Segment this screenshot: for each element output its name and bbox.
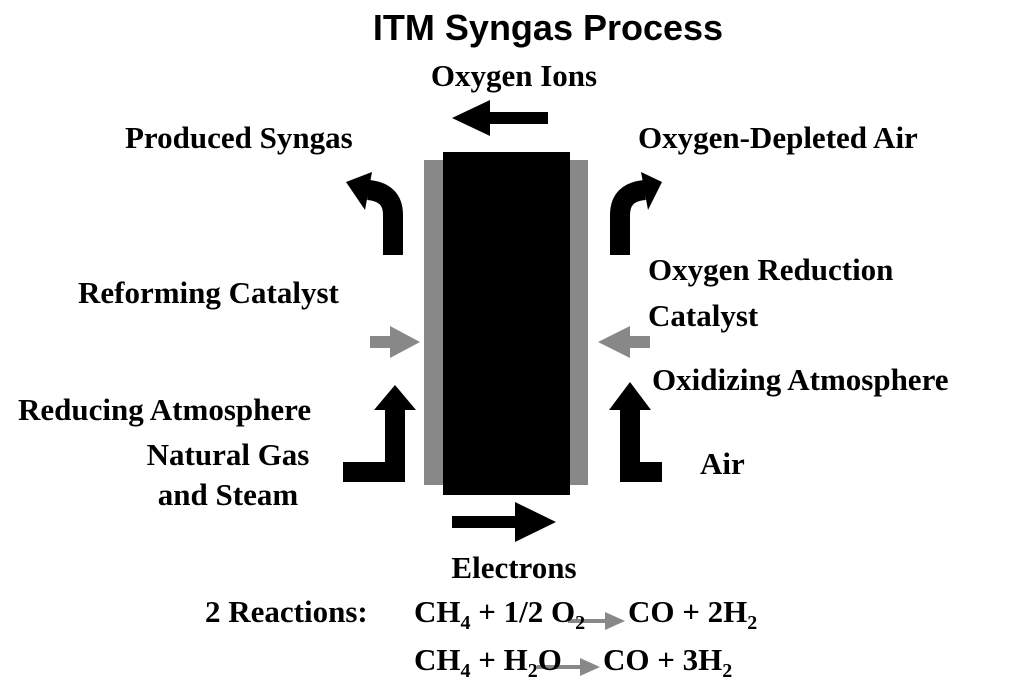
- formula-part: + H: [471, 642, 528, 677]
- label: Produced Syngas: [125, 120, 353, 155]
- label: Air: [700, 446, 745, 481]
- equation-lhs: CH4 + 1/2 O2: [414, 594, 585, 634]
- oxygen-ions-arrow: [452, 100, 548, 136]
- reaction-arrow: [537, 658, 600, 676]
- formula-part: CH: [414, 642, 461, 677]
- formula-part: + 1/2 O: [471, 594, 576, 629]
- reaction-arrow: [568, 612, 625, 630]
- label: Reforming Catalyst: [78, 275, 340, 310]
- subscript: 2: [575, 612, 585, 634]
- formula-part: CH: [414, 594, 461, 629]
- label: Catalyst: [648, 298, 759, 333]
- formula-part: CO + 2H: [628, 594, 747, 629]
- subscript: 2: [747, 612, 757, 634]
- label: Natural Gas: [147, 437, 310, 472]
- subscript: 2: [528, 660, 538, 682]
- depleted-air-arrow: [610, 180, 647, 255]
- electrons-arrow: [452, 502, 556, 542]
- membrane: [443, 152, 570, 495]
- anode-catalyst-layer: [424, 160, 444, 485]
- label: and Steam: [158, 477, 299, 512]
- formula-part: O: [538, 642, 562, 677]
- cathode-catalyst-layer: [569, 160, 588, 485]
- label: Oxygen Reduction: [648, 252, 893, 287]
- equation-lhs: CH4 + H2O: [414, 642, 562, 682]
- syngas-arrow-head: [346, 172, 372, 210]
- title: ITM Syngas Process: [373, 7, 723, 48]
- air-arrow: [609, 382, 662, 482]
- reduction-arrow: [598, 326, 650, 358]
- syngas-arrow: [366, 180, 403, 255]
- equation-rhs: CO + 2H2: [628, 594, 757, 634]
- formula-part: CO + 3H: [603, 642, 722, 677]
- label: Oxidizing Atmosphere: [652, 362, 949, 397]
- equation-rhs: CO + 3H2: [603, 642, 732, 682]
- label: Electrons: [451, 550, 576, 585]
- label: Reducing Atmosphere: [18, 392, 311, 427]
- depleted-air-arrow-head: [641, 172, 662, 210]
- label: Oxygen-Depleted Air: [638, 120, 918, 155]
- subscript: 2: [722, 660, 732, 682]
- label: Oxygen Ions: [431, 58, 597, 93]
- natural-gas-arrow: [343, 385, 416, 482]
- reactions-prefix: 2 Reactions:: [205, 594, 368, 629]
- subscript: 4: [461, 660, 471, 682]
- reforming-arrow: [370, 326, 420, 358]
- subscript: 4: [461, 612, 471, 634]
